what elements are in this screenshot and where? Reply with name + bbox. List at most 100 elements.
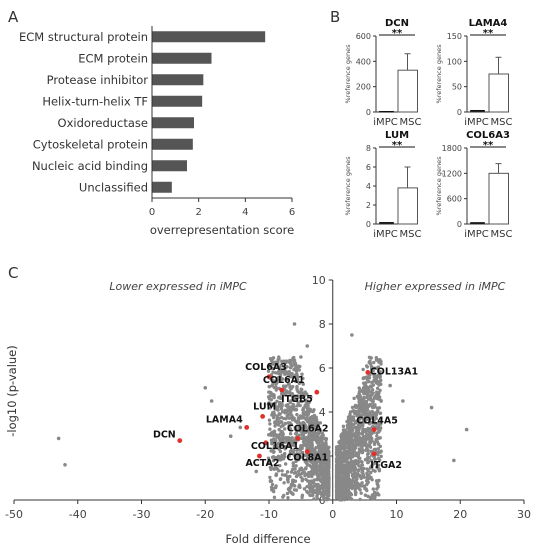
panel-c-data-point [327,445,331,450]
panel-c-data-point [272,410,276,414]
panel-c-data-point [286,435,291,440]
panel-b-subplot-title: COL6A3 [466,130,510,141]
panel-c-data-point [287,382,291,386]
panel-c-data-point [368,495,373,500]
panel-c-data-point [372,396,377,401]
panel-c-data-point [345,494,349,498]
panel-c-data-point [296,473,300,477]
panel-c-data-point [368,359,372,363]
panel-b-y-tick-label: 0 [457,108,462,117]
panel-c-data-point [267,401,271,405]
panel-c-data-point [291,461,296,466]
panel-c-data-point [306,412,310,417]
panel-c-data-point [361,440,366,444]
panel-c-data-point [371,497,376,501]
panel-b-group-label: iMPC [373,117,397,128]
panel-c-outlier-point [254,469,259,474]
panel-c-data-point [350,455,355,459]
panel-c-data-point [321,475,325,479]
panel-c-data-point [348,485,352,490]
panel-c-data-point [349,433,353,438]
panel-c-data-point [335,462,339,466]
panel-c-data-point [372,447,376,452]
panel-c-data-point [303,473,307,478]
panel-c-data-point [297,395,301,399]
panel-c-data-point [357,431,361,436]
panel-a-category-label: Cytoskeletal protein [33,137,148,151]
panel-c-data-point [276,358,280,362]
panel-c-data-point [300,471,304,476]
panel-c-data-point [364,364,369,368]
panel-c-data-point [363,443,367,447]
panel-c-data-point [289,399,293,403]
panel-c-data-point [364,448,368,453]
panel-c-data-point [296,401,300,405]
panel-a-bar [152,160,187,172]
panel-c-data-point [379,378,383,383]
panel-c-data-point [306,453,311,458]
panel-c-data-point [304,435,309,440]
panel-c-data-point [275,418,279,422]
panel-c-data-point [303,467,308,471]
panel-c-data-point [305,392,309,396]
panel-c-data-point [277,365,282,370]
panel-c-outlier-point [299,355,303,359]
panel-c-y-axis-title: -log10 (p-value) [5,345,19,437]
panel-c-highlight-point [365,370,371,375]
panel-c-data-point [287,438,291,443]
panel-c-data-point [304,401,308,405]
panel-c-data-point [269,433,273,437]
panel-c-data-point [337,440,341,444]
panel-c-data-point [313,466,317,470]
panel-c-data-point [299,466,304,470]
panel-c-data-point [371,399,375,404]
panel-c-data-point [364,407,368,411]
panel-b-y-tick-label: 6 [366,163,371,172]
panel-letter-a: A [8,8,19,26]
panel-c-data-point [297,452,301,456]
panel-c-data-point [301,437,306,441]
panel-c-data-point [361,367,365,372]
panel-c-data-point [337,476,341,481]
panel-c-data-point [350,461,354,465]
panel-c-data-point [374,358,379,362]
panel-c-data-point [312,470,316,475]
panel-c-gene-label: ACTA2 [245,458,279,469]
panel-c-data-point [347,445,351,449]
panel-b-bar [488,172,509,225]
panel-c-data-point [339,443,343,447]
panel-c-data-point [284,416,288,421]
panel-c-data-point [267,397,272,401]
panel-c-gene-label: COL8A1 [286,453,328,464]
panel-c-data-point [378,450,382,454]
panel-c-data-point [362,484,366,488]
panel-c-data-point [277,355,281,359]
panel-c-data-point [309,417,314,421]
panel-c-gene-label: COL13A1 [370,366,418,377]
panel-c-data-point [273,360,278,364]
panel-c-data-point [364,479,369,483]
panel-c-data-point [294,373,299,377]
panel-c-gene-label: ITGA2 [370,460,402,471]
panel-c-gene-label: COL4A5 [356,416,398,427]
panel-c-data-point [313,423,317,428]
panel-c-data-point [267,384,272,389]
panel-c-data-point [285,378,289,382]
panel-b-y-tick-label: 4 [366,182,371,191]
panel-c-data-point [282,493,286,498]
panel-c-data-point [293,427,298,431]
panel-c-data-point [373,457,377,461]
panel-c-data-point [279,437,283,441]
panel-c-data-point [279,440,283,444]
panel-c-data-point [289,470,294,474]
panel-c-data-point [365,433,369,437]
panel-c-data-point [293,484,297,488]
panel-a-bar [152,117,194,129]
panel-c-data-point [343,489,348,493]
panel-c-data-point [270,359,275,364]
panel-c-data-point [296,417,301,422]
panel-c-data-point [358,438,362,442]
panel-c-outlier-point [388,383,392,388]
panel-b-subplot-title: DCN [385,18,409,29]
